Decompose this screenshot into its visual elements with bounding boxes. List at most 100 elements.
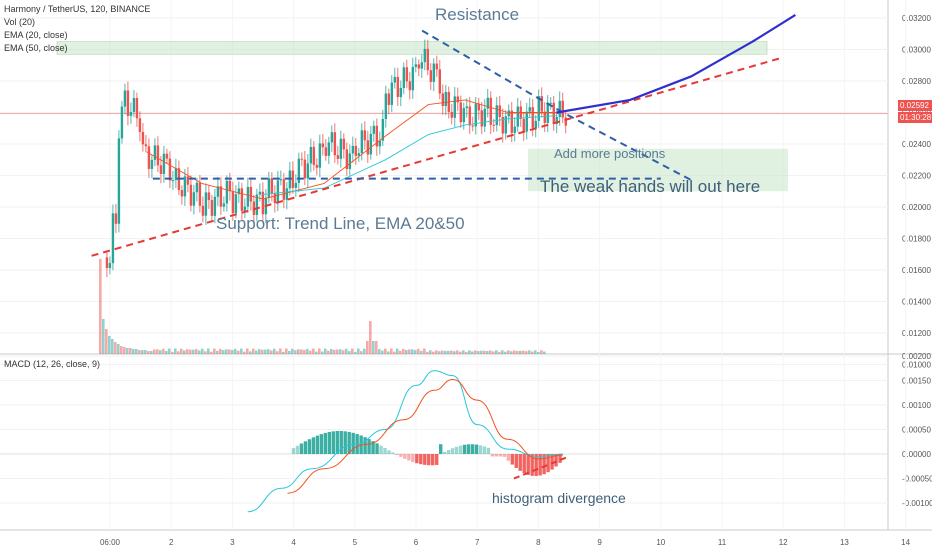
candle-body [342, 138, 346, 150]
macd-histogram-bar [442, 451, 447, 454]
candle-body [240, 188, 244, 211]
candle-body [381, 119, 385, 141]
macd-histogram-bar [454, 446, 459, 454]
volume-bar [303, 349, 306, 354]
candle-body [195, 182, 199, 193]
macd-histogram-bar [299, 443, 304, 454]
candle-body [210, 200, 214, 216]
candle-body [192, 192, 196, 206]
volume-bar [114, 342, 117, 354]
macd-axis-label: 0.00050 [902, 426, 931, 435]
volume-bar [474, 350, 477, 354]
candle-body [201, 205, 205, 216]
volume-bar [315, 351, 318, 354]
volume-bar [249, 351, 252, 354]
macd-histogram-bar [323, 432, 328, 454]
candle-body [204, 192, 208, 216]
volume-bar [327, 350, 330, 354]
macd-histogram-bar [379, 445, 383, 454]
candle-body [261, 191, 265, 215]
price-axis-label: 0.02000 [902, 203, 931, 212]
candle-body [459, 102, 462, 123]
time-axis-label: 7 [475, 538, 480, 547]
candle-body [150, 159, 154, 169]
time-axis-label: 14 [901, 538, 910, 547]
price-axis-label: 0.01600 [902, 266, 931, 275]
candle-body [510, 110, 513, 133]
macd-histogram-bar [478, 445, 483, 454]
signal-line [287, 378, 563, 494]
volume-bar [531, 351, 534, 354]
time-axis-label: 9 [597, 538, 602, 547]
macd-histogram-bar [407, 454, 411, 461]
macd-histogram-bar [303, 441, 308, 454]
candle-body [438, 69, 442, 94]
candle-body [330, 132, 334, 143]
candle-body [402, 67, 406, 88]
candle-body [309, 146, 313, 164]
candle-body [327, 142, 331, 156]
macd-histogram-bar [319, 434, 324, 454]
volume-bar [393, 351, 396, 354]
macd-axis-label: -0.00050 [902, 475, 932, 484]
volume-bar [519, 350, 522, 354]
last-price-tag: 0.02592 [898, 100, 932, 111]
macd-histogram-bar [486, 447, 491, 454]
candle-body [168, 158, 172, 181]
macd-axis-label: 0.00150 [902, 377, 931, 386]
volume-bar [159, 350, 162, 354]
macd-axis-label: 0.00000 [902, 450, 931, 459]
candle-body [303, 159, 307, 179]
volume-bar [441, 350, 444, 354]
candle-body [522, 118, 525, 132]
volume-bar [252, 348, 255, 354]
candle-body [351, 145, 355, 154]
volume-bar [417, 348, 420, 354]
volume-bar [102, 319, 105, 354]
candle-body [525, 111, 528, 132]
candle-body [147, 146, 151, 169]
volume-bar [372, 341, 375, 354]
candle-body [198, 182, 202, 206]
macd-histogram-bar [427, 454, 431, 466]
volume-bar [414, 350, 417, 354]
volume-bar [309, 350, 312, 354]
candle-body [405, 67, 409, 82]
volume-bar [255, 350, 258, 354]
volume-bar [234, 348, 237, 354]
candle-body [414, 64, 418, 67]
candle-body [258, 191, 262, 195]
candle-body [369, 133, 373, 155]
add-positions-annotation: Add more positions [554, 146, 666, 161]
macd-histogram-bar [518, 454, 522, 471]
volume-bar [423, 348, 426, 354]
candle-body [186, 176, 190, 185]
volume-bar [276, 351, 279, 354]
macd-histogram-bar [363, 437, 367, 454]
macd-histogram-bar [375, 443, 379, 454]
candle-body [333, 132, 337, 156]
volume-bar [492, 351, 495, 354]
volume-bar [165, 350, 168, 354]
volume-bar [324, 348, 327, 354]
macd-histogram-bar [438, 444, 443, 454]
time-axis-label: 10 [656, 538, 665, 547]
candle-body [423, 48, 427, 63]
macd-histogram-bar [462, 444, 467, 454]
volume-bar [264, 349, 267, 354]
candle-body [555, 117, 558, 124]
volume-bar [126, 348, 129, 354]
candle-body [432, 63, 436, 82]
price-axis-label: 0.01400 [902, 298, 931, 307]
candle-body [321, 143, 325, 148]
volume-bar [291, 348, 294, 354]
candle-body [231, 191, 235, 214]
volume-bar [306, 348, 309, 354]
volume-bar [438, 351, 441, 354]
macd-histogram-bar [347, 431, 351, 454]
buy-zone [528, 148, 788, 192]
macd-histogram-bar [343, 431, 347, 454]
macd-histogram-bar [506, 454, 511, 461]
price-axis-label: 0.03000 [902, 46, 931, 55]
